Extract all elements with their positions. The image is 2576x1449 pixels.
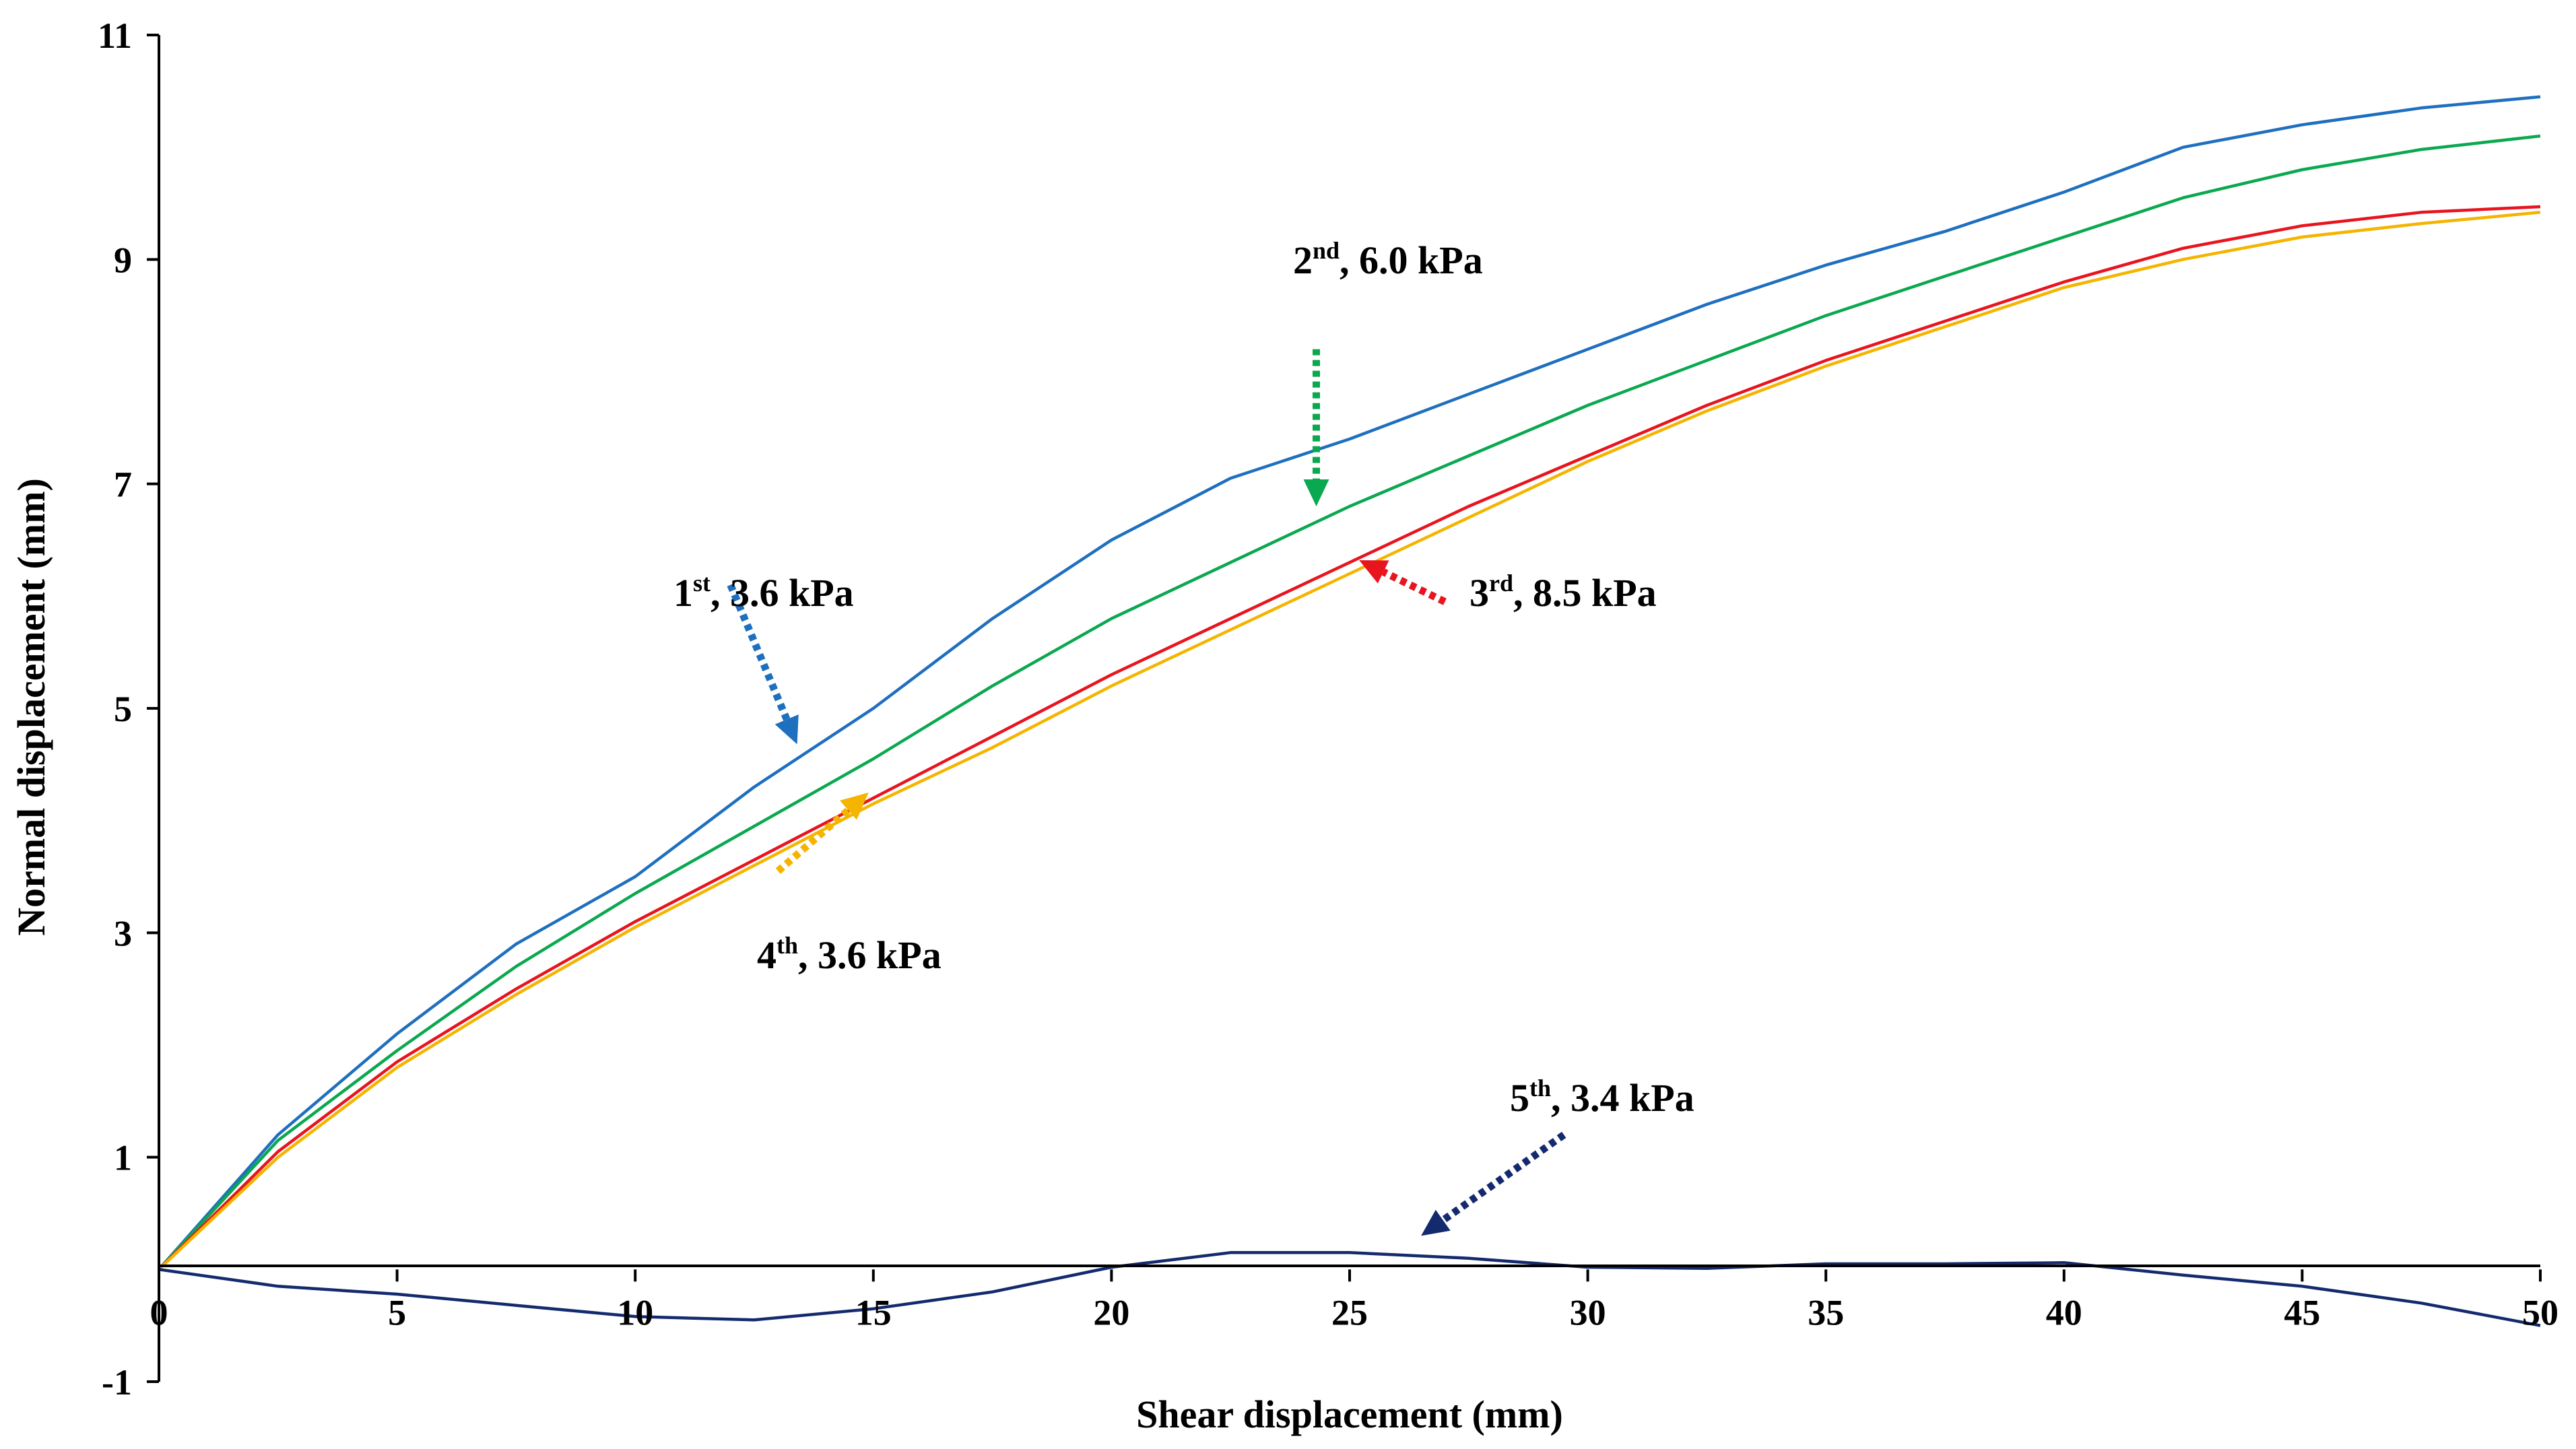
annotation-arrow-head-2 (1303, 479, 1329, 506)
annotation-arrow-shaft-4 (775, 807, 851, 874)
y-tick-layer: -1 1 3 5 7 9 11 (98, 15, 159, 1403)
annotation-arrow-head-5 (1421, 1209, 1451, 1236)
x-tick-label: 0 (150, 1292, 168, 1333)
y-tick-label: 1 (114, 1138, 132, 1178)
y-tick-label: 5 (114, 689, 132, 729)
x-tick-layer: 0 5 10 15 20 25 30 35 40 45 50 (150, 1269, 2558, 1333)
series-line-1 (158, 95, 2541, 1271)
series-line-4 (158, 211, 2541, 1271)
annotation-arrow-shaft-5 (1441, 1131, 1566, 1223)
series-layer (158, 95, 2541, 1327)
annotation-arrow-shaft-1 (727, 583, 791, 721)
x-tick-label: 45 (2284, 1292, 2320, 1333)
annotation-arrow-shaft-3 (1381, 568, 1447, 605)
series-line-2 (158, 134, 2541, 1271)
annotation-label-3rd: 3rd, 8.5 kPa (1469, 570, 1657, 615)
y-tick-label: 3 (114, 913, 132, 953)
series-line-5 (158, 1251, 2541, 1327)
annotation-text-layer: 1st, 3.6 kPa 2nd, 6.0 kPa 3rd, 8.5 kPa 4… (673, 237, 1694, 1120)
y-tick-label: 9 (114, 240, 132, 280)
y-tick-label: -1 (102, 1362, 132, 1403)
y-tick-label: 11 (98, 15, 132, 56)
annotation-arrow-head-3 (1359, 560, 1389, 584)
x-tick-label: 30 (1570, 1292, 1606, 1333)
annotation-label-5th: 5th, 3.4 kPa (1510, 1075, 1694, 1120)
series-line-3 (158, 205, 2541, 1271)
annotation-label-4th: 4th, 3.6 kPa (757, 932, 942, 977)
y-tick-label: 7 (114, 465, 132, 505)
annotation-arrow-layer (727, 349, 1566, 1236)
annotation-arrow-head-4 (840, 793, 869, 820)
annotation-arrow-head-1 (774, 714, 799, 745)
annotation-label-1st: 1st, 3.6 kPa (673, 570, 854, 615)
y-axis-title: Normal displacement (mm) (9, 478, 53, 936)
x-tick-label: 25 (1331, 1292, 1368, 1333)
x-tick-label: 35 (1808, 1292, 1844, 1333)
x-axis-title: Shear displacement (mm) (1136, 1392, 1563, 1436)
x-tick-label: 10 (617, 1292, 653, 1333)
x-tick-label: 50 (2522, 1292, 2558, 1333)
x-tick-label: 5 (388, 1292, 406, 1333)
x-tick-label: 15 (855, 1292, 892, 1333)
x-tick-label: 20 (1093, 1292, 1129, 1333)
annotation-label-2nd: 2nd, 6.0 kPa (1293, 237, 1483, 282)
x-tick-label: 40 (2046, 1292, 2082, 1333)
